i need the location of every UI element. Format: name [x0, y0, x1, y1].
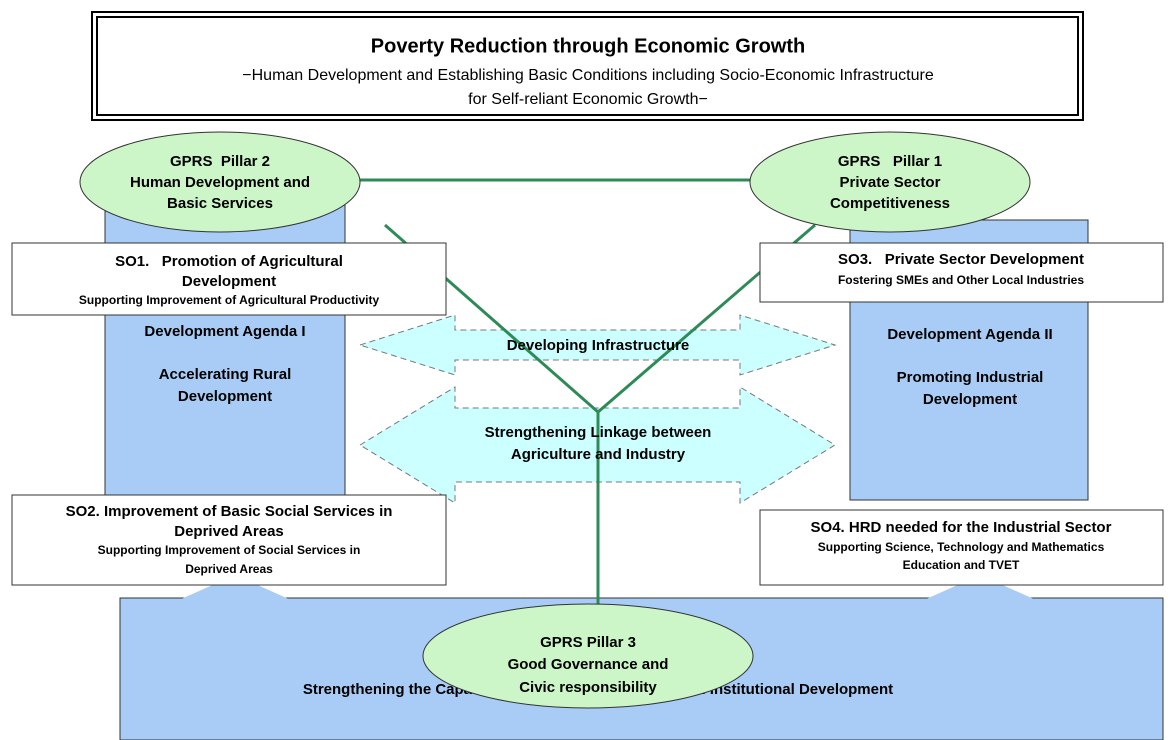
- objective-heading: SO2. Improvement of Basic Social Service…: [66, 503, 393, 520]
- objective-detail: Supporting Improvement of Agricultural P…: [79, 293, 380, 307]
- linkage-arrow: [358, 314, 837, 376]
- pillar-label: GPRS Pillar 1: [838, 153, 942, 170]
- pillar-label: Good Governance and: [508, 656, 669, 673]
- objective-detail: Education and TVET: [903, 558, 1020, 572]
- subtitle: −Human Development and Establishing Basi…: [242, 67, 934, 84]
- objective-heading: SO1. Promotion of Agricultural: [115, 253, 343, 270]
- pillar-label: GPRS Pillar 3: [540, 634, 636, 651]
- objective-heading: SO4. HRD needed for the Industrial Secto…: [811, 519, 1112, 536]
- linkage-label: Strengthening Linkage between: [485, 424, 712, 441]
- agenda-title: Development Agenda I: [144, 323, 305, 340]
- objective-heading: SO3. Private Sector Development: [838, 251, 1084, 268]
- agenda-line: Development: [178, 388, 272, 405]
- pillar-label: GPRS Pillar 2: [170, 153, 270, 170]
- objective-detail: Deprived Areas: [185, 562, 273, 576]
- agenda-title: Development Agenda II: [887, 326, 1052, 343]
- pillar: [422, 603, 754, 709]
- linkage-label: Agriculture and Industry: [511, 446, 686, 463]
- title-box-outer: [91, 11, 1084, 121]
- linkage-label: Developing Infrastructure: [507, 337, 690, 354]
- objective-box: [759, 242, 1164, 303]
- pillar: [749, 131, 1031, 233]
- objective-detail: Supporting Science, Technology and Mathe…: [818, 540, 1105, 554]
- pillar-label: Human Development and: [130, 174, 310, 191]
- objective-detail: Supporting Improvement of Social Service…: [98, 543, 361, 557]
- pillar-label: Basic Services: [167, 195, 273, 212]
- pillar-label: Civic responsibility: [519, 679, 657, 696]
- objective-box: [759, 509, 1164, 586]
- objective-heading: Development: [182, 273, 276, 290]
- agenda-line: Development: [923, 391, 1017, 408]
- objective-detail: Fostering SMEs and Other Local Industrie…: [838, 273, 1084, 287]
- pillar-label: Competitiveness: [830, 195, 950, 212]
- pillar-label: Private Sector: [840, 174, 941, 191]
- objective-box: [11, 242, 447, 316]
- title: Poverty Reduction through Economic Growt…: [371, 35, 805, 57]
- agenda-line: Accelerating Rural: [159, 366, 292, 383]
- title-box-inner: [96, 16, 1079, 116]
- objective-heading: Deprived Areas: [174, 523, 284, 540]
- up-arrow: [897, 575, 1063, 660]
- up-arrow: [152, 575, 318, 660]
- objective-box: [11, 494, 447, 586]
- subtitle: for Self-reliant Economic Growth−: [468, 91, 708, 108]
- agenda-line: Promoting Industrial: [897, 369, 1044, 386]
- pillar: [79, 131, 361, 233]
